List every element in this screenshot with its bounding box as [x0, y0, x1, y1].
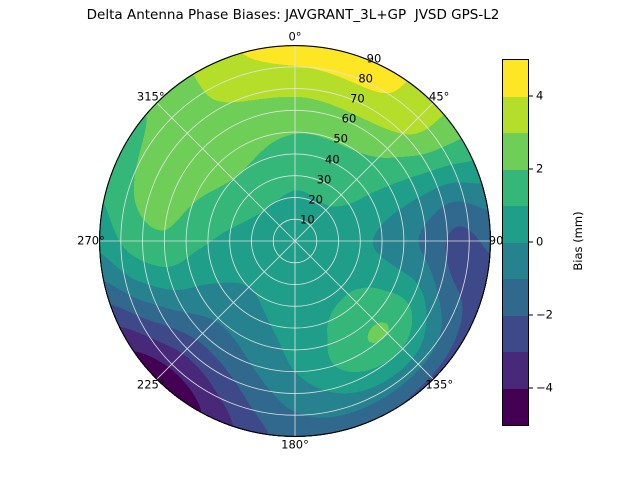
colorbar-band — [503, 96, 528, 133]
colorbar-band — [503, 169, 528, 206]
chart-title: Delta Antenna Phase Biases: JAVGRANT_3L+… — [86, 7, 500, 23]
colorbar-band — [503, 388, 528, 425]
colorbar-band — [503, 279, 528, 316]
theta-tick-label: 0° — [288, 29, 302, 44]
colorbar-band — [503, 206, 528, 243]
colorbar-tick-label: −2 — [536, 306, 553, 321]
colorbar-band — [503, 242, 528, 279]
colorbar-tick-label: 2 — [536, 160, 544, 175]
colorbar-tick-label: −4 — [536, 379, 553, 394]
colorbar-band — [503, 133, 528, 170]
colorbar-tick-label: 0 — [536, 233, 544, 248]
polar-contour-plot — [99, 45, 491, 437]
colorbar — [502, 59, 529, 426]
colorbar-band — [503, 352, 528, 389]
colorbar-band — [503, 315, 528, 352]
colorbar-axis-label: Bias (mm) — [571, 211, 585, 271]
colorbar-tick — [529, 95, 533, 96]
colorbar-tick — [529, 241, 533, 242]
colorbar-tick — [529, 387, 533, 388]
theta-tick-label: 180° — [281, 437, 309, 452]
colorbar-tick — [529, 168, 533, 169]
colorbar-band — [503, 60, 528, 97]
colorbar-tick — [529, 314, 533, 315]
colorbar-tick-label: 4 — [536, 87, 544, 102]
